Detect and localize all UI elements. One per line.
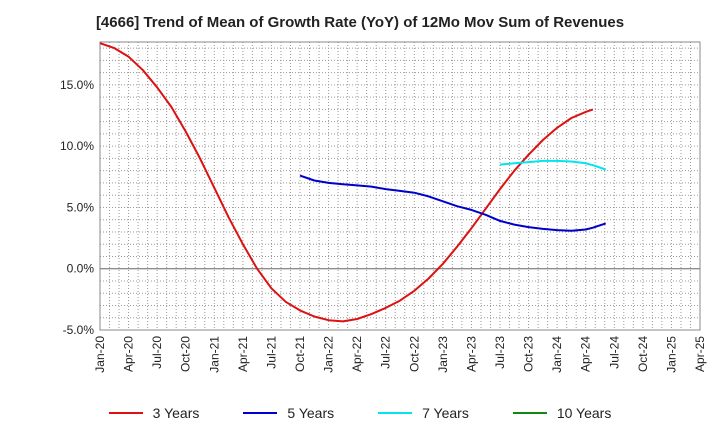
x-tick-label: Oct-23 <box>522 336 536 372</box>
legend-label: 7 Years <box>422 405 469 421</box>
x-tick-label: Jul-24 <box>607 336 621 369</box>
x-tick-label: Jan-23 <box>436 336 450 373</box>
x-tick-label: Apr-23 <box>464 336 478 372</box>
legend: 3 Years 5 Years 7 Years 10 Years <box>0 405 720 421</box>
legend-label: 10 Years <box>556 405 612 421</box>
series-line-7-years <box>499 159 607 171</box>
axes <box>99 41 701 331</box>
y-tick-labels: -5.0% 0.0% 5.0% 10.0% 15.0% <box>60 78 94 337</box>
legend-swatch <box>243 412 278 414</box>
x-tick-label: Jan-24 <box>550 336 564 373</box>
y-tick-label: 0.0% <box>67 262 95 276</box>
x-tick-label: Jul-21 <box>264 336 278 369</box>
grid-lines <box>100 42 700 331</box>
legend-label: 5 Years <box>287 405 335 421</box>
y-tick-label: -5.0% <box>63 323 95 337</box>
plot-frame <box>99 41 701 331</box>
x-tick-label: Jan-25 <box>664 336 678 373</box>
legend-swatch <box>512 412 547 414</box>
legend-item: 7 Years <box>378 405 469 421</box>
legend-item: 3 Years <box>108 405 200 421</box>
x-tick-label: Oct-21 <box>293 336 307 372</box>
x-tick-label: Jan-20 <box>93 336 107 373</box>
y-tick-label: 10.0% <box>60 139 94 153</box>
legend-item: 5 Years <box>243 405 334 421</box>
legend-label: 3 Years <box>152 405 200 421</box>
legend-item: 10 Years <box>512 405 612 421</box>
x-tick-labels: Jan-20 Apr-20 Jul-20 Oct-20 Jan-21 Apr-21 Jul-… <box>93 336 707 373</box>
x-tick-label: Jan-21 <box>207 336 221 373</box>
legend-swatch <box>108 412 143 414</box>
legend-swatch <box>378 412 413 414</box>
x-tick-label: Jul-20 <box>150 336 164 369</box>
x-tick-label: Apr-24 <box>579 336 593 372</box>
chart-title: [4666] Trend of Mean of Growth Rate (YoY… <box>95 14 625 31</box>
x-tick-label: Jan-22 <box>322 336 336 373</box>
x-tick-label: Jul-23 <box>493 336 507 369</box>
x-tick-label: Apr-25 <box>693 336 707 372</box>
x-tick-label: Apr-21 <box>236 336 250 372</box>
x-tick-label: Oct-20 <box>179 336 193 372</box>
x-tick-label: Oct-22 <box>407 336 421 372</box>
x-tick-label: Apr-22 <box>350 336 364 372</box>
x-tick-label: Apr-20 <box>122 336 136 372</box>
series-line-5-years <box>299 174 607 232</box>
y-tick-label: 15.0% <box>60 78 94 92</box>
x-tick-label: Oct-24 <box>636 336 650 372</box>
x-tick-label: Jul-22 <box>379 336 393 369</box>
series-lines <box>99 42 607 323</box>
y-tick-label: 5.0% <box>67 200 95 214</box>
series-line-3-years <box>99 42 594 323</box>
